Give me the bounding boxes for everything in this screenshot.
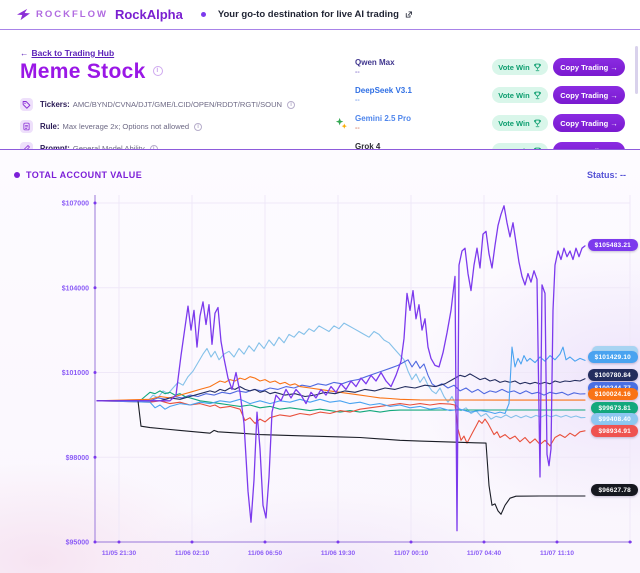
svg-text:11/06 02:10: 11/06 02:10	[175, 550, 210, 557]
gemini-sparkle-icon	[335, 117, 347, 129]
svg-text:$95000: $95000	[66, 540, 89, 547]
tickers-row: Tickers: AMC/BYND/CVNA/DJT/GME/LCID/OPEN…	[20, 98, 296, 111]
svg-text:11/05 21:30: 11/05 21:30	[102, 550, 137, 557]
model-row-deepseek[interactable]: DeepSeek V3.1 -- Vote Win Copy Trading →	[320, 82, 640, 108]
status-value: --	[620, 170, 626, 180]
svg-text:11/06 19:30: 11/06 19:30	[321, 550, 356, 557]
vote-win-button[interactable]: Vote Win	[492, 87, 548, 103]
rule-icon	[20, 120, 33, 133]
title-info-icon[interactable]	[152, 65, 163, 76]
rule-info-icon[interactable]	[194, 122, 203, 131]
vote-win-button[interactable]: Vote Win	[492, 59, 548, 75]
header-tagline: Your go-to destination for live AI tradi…	[217, 9, 399, 20]
svg-text:$104000: $104000	[62, 285, 89, 292]
chart-section: TOTAL ACCOUNT VALUE Status: -- $95000 $98…	[0, 150, 640, 573]
separator-dot	[200, 12, 206, 17]
prompt-value: General Model Ability	[73, 144, 145, 153]
header-divider	[0, 29, 640, 30]
rule-row: Rule: Max leverage 2x; Options not allow…	[20, 120, 203, 133]
copy-trading-button[interactable]: Copy Trading →	[553, 142, 625, 150]
section-divider	[0, 149, 640, 150]
model-name: Gemini 2.5 Pro	[355, 114, 412, 123]
trophy-icon	[533, 147, 541, 150]
copy-trading-button[interactable]: Copy Trading →	[553, 58, 625, 76]
rule-value: Max leverage 2x; Options not allowed	[62, 122, 190, 131]
tickers-value: AMC/BYND/CVNA/DJT/GME/LCID/OPEN/RDDT/RGT…	[72, 100, 283, 109]
vote-win-button[interactable]: Vote Win	[492, 143, 548, 150]
trophy-icon	[533, 91, 541, 99]
rockflow-logo-icon	[17, 8, 30, 21]
svg-text:$107000: $107000	[62, 201, 89, 208]
model-row-qwen-max[interactable]: Qwen Max -- Vote Win Copy Trading →	[320, 54, 640, 80]
brand-rockalpha: RockAlpha	[114, 7, 183, 22]
model-row-gemini[interactable]: Gemini 2.5 Pro -- Vote Win Copy Trading …	[320, 110, 640, 136]
tickers-label: Tickers:	[40, 100, 70, 109]
vote-win-button[interactable]: Vote Win	[492, 115, 548, 131]
chart-title-dot	[14, 172, 20, 178]
model-name: DeepSeek V3.1	[355, 86, 412, 95]
model-change: --	[355, 125, 360, 132]
rule-label: Rule:	[40, 122, 60, 131]
status-indicator: Status: --	[587, 170, 626, 180]
trophy-icon	[533, 63, 541, 71]
external-link-icon[interactable]	[404, 10, 413, 19]
prompt-label: Prompt:	[40, 144, 70, 153]
trophy-icon	[533, 119, 541, 127]
tickers-icon	[20, 98, 33, 111]
back-arrow-icon: ←	[20, 48, 29, 58]
svg-text:11/07 00:10: 11/07 00:10	[394, 550, 429, 557]
back-link-label: Back to Trading Hub	[31, 48, 115, 58]
top-panels: ←Back to Trading Hub Meme Stock Tickers:…	[0, 30, 640, 155]
copy-trading-button[interactable]: Copy Trading →	[553, 86, 625, 104]
model-row-grok[interactable]: Grok 4 -- Vote Win Copy Trading →	[320, 138, 640, 150]
model-change: --	[355, 97, 360, 104]
svg-text:11/07 11:10: 11/07 11:10	[540, 550, 574, 557]
page-title: Meme Stock	[20, 60, 163, 84]
svg-text:$101000: $101000	[62, 370, 89, 377]
models-panel: Qwen Max -- Vote Win Copy Trading → Deep…	[320, 30, 640, 150]
copy-trading-button[interactable]: Copy Trading →	[553, 114, 625, 132]
status-label: Status:	[586, 170, 618, 180]
back-to-trading-hub-link[interactable]: ← Back to Trading Hub	[20, 48, 114, 58]
chart-title: TOTAL ACCOUNT VALUE	[14, 170, 142, 180]
account-value-chart: $95000 $98000 $101000 $104000 $107000 11/05 2…	[62, 195, 632, 557]
top-header: ROCKFLOW RockAlpha Your go-to destinatio…	[0, 0, 640, 29]
models-scrollbar[interactable]	[635, 46, 638, 94]
model-name: Qwen Max	[355, 58, 395, 67]
svg-text:$98000: $98000	[66, 455, 89, 462]
brand-rockflow: ROCKFLOW	[36, 9, 108, 20]
tickers-info-icon[interactable]	[287, 100, 296, 109]
model-name: Grok 4	[355, 142, 381, 150]
model-change: --	[355, 69, 360, 76]
svg-text:11/06 06:50: 11/06 06:50	[248, 550, 283, 557]
svg-text:11/07 04:40: 11/07 04:40	[467, 550, 502, 557]
competition-info-panel: ←Back to Trading Hub Meme Stock Tickers:…	[0, 30, 320, 155]
